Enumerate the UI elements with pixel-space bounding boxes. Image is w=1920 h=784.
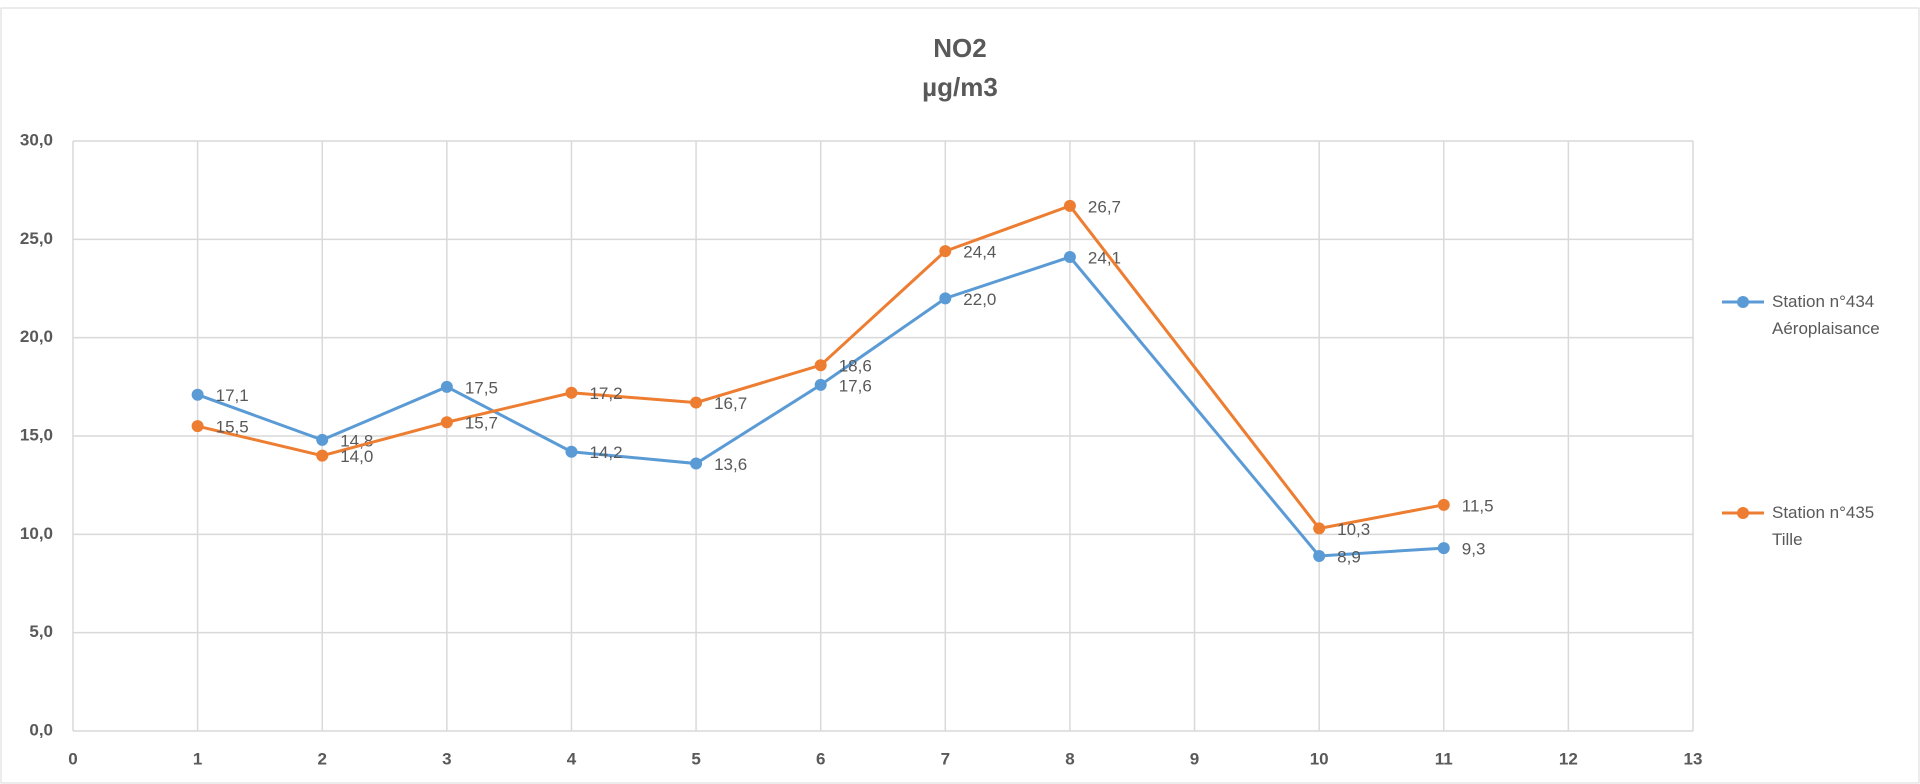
data-point [565,386,578,399]
data-label: 9,3 [1462,540,1486,559]
y-tick-label: 20,0 [20,327,53,346]
data-label: 24,4 [963,243,996,262]
data-label: 15,5 [216,418,249,437]
data-label: 17,6 [839,376,872,395]
x-tick-label: 4 [567,749,577,768]
data-point [690,457,703,470]
data-label: 11,5 [1462,496,1494,515]
data-point [814,359,827,372]
data-point [1313,549,1326,562]
data-point [316,433,329,446]
data-point [814,378,827,391]
data-label: 22,0 [963,290,996,309]
data-point [1063,199,1076,212]
y-tick-label: 5,0 [29,622,53,641]
legend-entry: Station n°435 Tille [1772,503,1875,549]
data-point [191,388,204,401]
data-point [565,445,578,458]
series-line [197,255,1444,558]
data-label: 15,7 [465,414,498,433]
data-point [939,292,952,305]
x-tick-label: 5 [691,749,700,768]
chart-title: NO2 [933,33,986,63]
data-point [1437,542,1450,555]
data-label: 14,2 [589,443,622,462]
data-label: 17,5 [465,378,498,397]
y-tick-label: 30,0 [20,130,53,149]
x-tick-label: 0 [68,749,77,768]
x-tick-label: 9 [1190,749,1199,768]
y-tick-label: 0,0 [29,720,53,739]
chart-border [0,7,1920,784]
data-label: 10,3 [1337,520,1370,539]
data-label: 16,7 [714,394,747,413]
data-point [939,245,952,258]
data-label: 17,2 [589,384,622,403]
x-tick-label: 2 [317,749,326,768]
data-label: 13,6 [714,455,747,474]
x-tick-label: 6 [816,749,825,768]
data-label: 8,9 [1337,547,1361,566]
data-label: 26,7 [1088,197,1121,216]
x-tick-label: 7 [941,749,950,768]
legend-marker [1737,296,1749,308]
legend-marker [1737,507,1749,519]
x-tick-label: 1 [193,749,202,768]
series-line [197,204,1445,531]
chart-subtitle: µg/m3 [922,72,998,102]
x-tick-label: 8 [1065,749,1074,768]
y-tick-label: 15,0 [20,425,53,444]
data-point [1313,522,1326,535]
x-tick-label: 12 [1559,749,1578,768]
x-tick-label: 13 [1684,749,1703,768]
data-label: 18,6 [839,357,872,376]
data-point [1437,498,1450,511]
data-label: 14,0 [340,447,373,466]
data-label: 17,1 [216,386,249,405]
data-point [316,449,329,462]
data-point [440,380,453,393]
data-point [440,416,453,429]
y-tick-label: 25,0 [20,229,53,248]
y-tick-label: 10,0 [20,524,53,543]
data-point [191,420,204,433]
legend-entry: Station n°434 Aéroplaisance [1772,292,1880,338]
data-point [690,396,703,409]
x-tick-label: 10 [1310,749,1329,768]
x-tick-label: 11 [1435,749,1453,768]
data-point [1063,251,1076,264]
x-tick-label: 3 [442,749,451,768]
